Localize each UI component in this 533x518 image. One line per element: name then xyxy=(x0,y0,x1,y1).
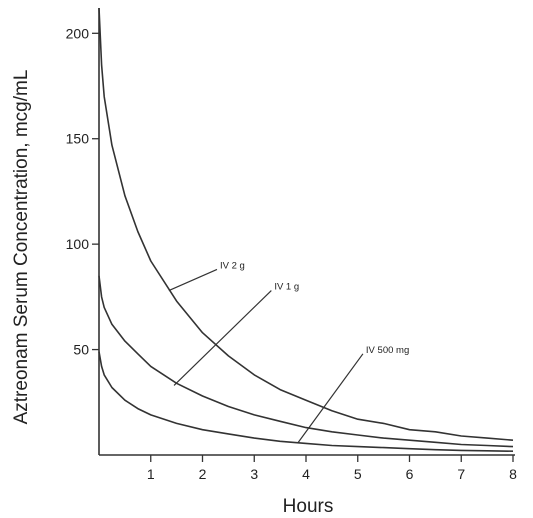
y-tick-label: 150 xyxy=(66,131,90,147)
annotation-leader xyxy=(168,268,218,292)
series-line-1 xyxy=(98,275,514,448)
x-tick-label: 5 xyxy=(354,466,362,482)
y-tick-label: 50 xyxy=(73,342,89,358)
y-ticks: 50 100 150 200 xyxy=(66,25,99,358)
annotation-label: IV 1 g xyxy=(274,282,299,293)
x-tick-label: 4 xyxy=(302,466,310,482)
annotations: IV 2 g IV 1 g IV 500 mg xyxy=(168,260,409,443)
annotation-leader xyxy=(297,353,364,443)
x-tick-label: 3 xyxy=(250,466,258,482)
y-tick-label: 200 xyxy=(66,25,90,41)
x-tick-label: 6 xyxy=(406,466,414,482)
x-tick-label: 2 xyxy=(199,466,207,482)
x-axis-title: Hours xyxy=(283,496,334,517)
axes xyxy=(98,8,515,456)
x-tick-label: 1 xyxy=(147,466,155,482)
annotation-label: IV 2 g xyxy=(220,260,245,271)
annotation-label: IV 500 mg xyxy=(366,345,409,356)
y-tick-label: 100 xyxy=(66,236,90,252)
x-tick-label: 7 xyxy=(457,466,465,482)
series-line-0 xyxy=(98,7,514,441)
x-ticks: 1 2 3 4 5 6 7 8 xyxy=(147,455,517,482)
annotation-leader xyxy=(173,290,272,386)
series-line-2 xyxy=(98,351,514,452)
y-axis-title: Aztreonam Serum Concentration, mcg/mL xyxy=(11,70,32,425)
series-lines xyxy=(98,7,514,452)
x-tick-label: 8 xyxy=(509,466,517,482)
